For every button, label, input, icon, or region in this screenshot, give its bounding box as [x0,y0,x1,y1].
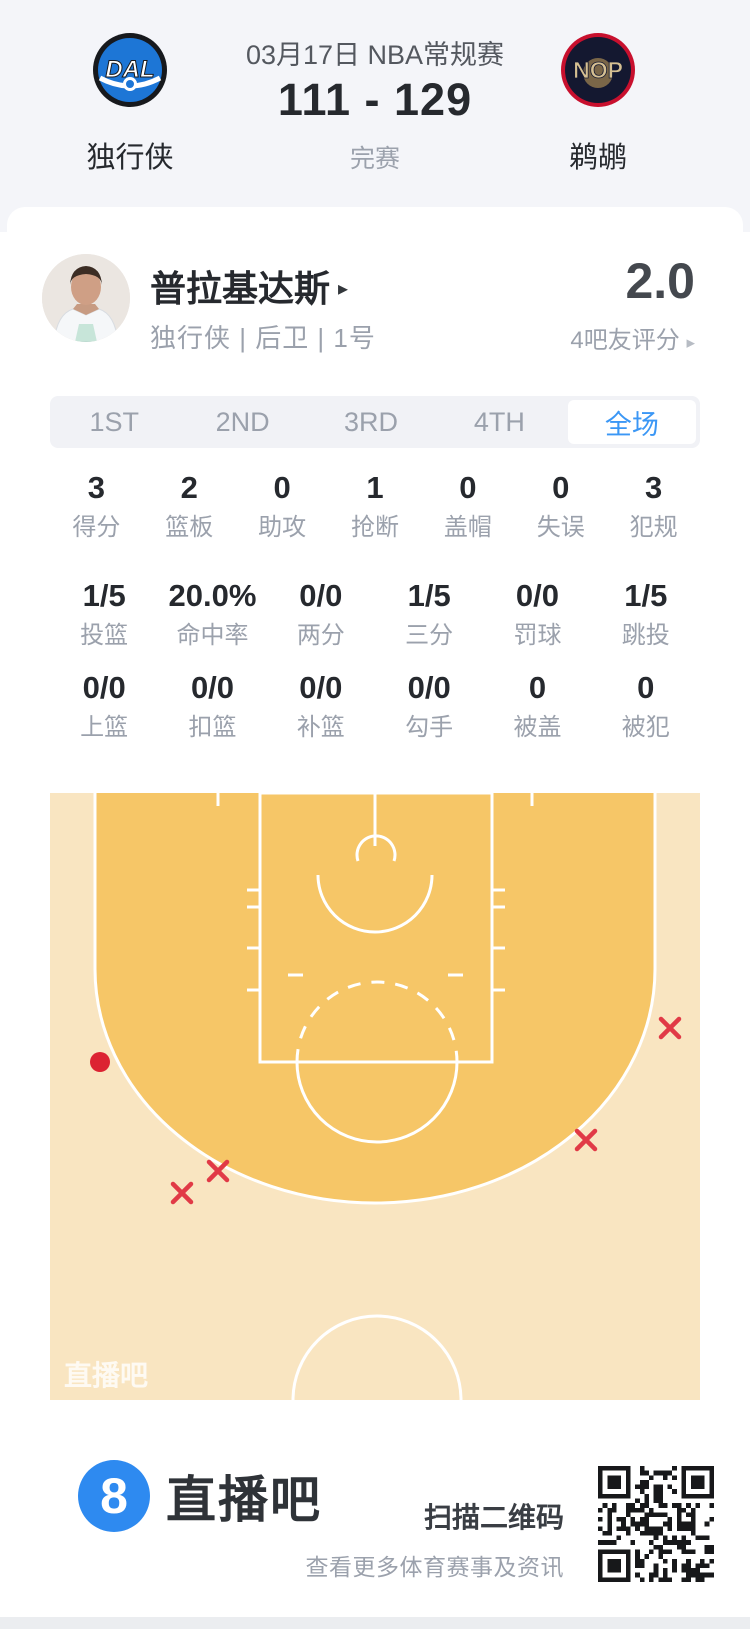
rating-label: 4吧友评分 [570,327,680,354]
player-meta: 独行侠 | 后卫 | 1号 [150,323,376,353]
tab-4th[interactable]: 4TH [473,406,525,437]
qr-title: 扫描二维码 [423,1502,564,1533]
tab-2nd[interactable]: 2ND [215,406,270,437]
expand-arrow-icon: ▸ [338,277,349,300]
free-throw-circle-bottom [295,1061,459,1144]
game-status: 完赛 [349,145,400,173]
restricted-arc [316,874,434,934]
bottom-strip [0,1617,750,1629]
stat-points: 3 得分 [72,470,121,541]
home-team-logo[interactable]: DAL [92,32,168,108]
center-circle [291,1314,463,1401]
away-team-logo[interactable]: NOP [560,32,636,108]
stat-dunk: 0/0 扣篮 [188,670,237,741]
player-rating: 2.0 [625,253,695,309]
stat-3pt: 1/5 三分 [405,578,454,649]
tab-1st[interactable]: 1ST [89,406,139,437]
stat-turnovers: 0 失误 [536,470,585,541]
rating-label-row[interactable]: 4吧友评分 ▸ [350,320,695,355]
stat-got-fouled: 0 被犯 [621,670,670,741]
tab-full-game[interactable]: 全场 [567,400,697,444]
missed-shot-marker [658,1016,682,1040]
svg-text:NOP: NOP [573,57,623,83]
stats-row-shot-types: 0/0 上篮 0/0 扣篮 0/0 补篮 0/0 勾手 0 被盖 0 被犯 [50,670,700,742]
stats-row-shooting: 1/5 投篮 20.0% 命中率 0/0 两分 1/5 三分 0/0 罚球 1/5 跳投 [50,578,700,650]
stat-hook: 0/0 勾手 [405,670,454,741]
made-shot-marker [90,1052,110,1072]
brand-name: 直播吧 [166,1472,322,1528]
stat-blocks: 0 盖帽 [443,470,492,541]
court-watermark: 直播吧 [64,1360,148,1391]
stat-2pt: 0/0 两分 [296,578,345,649]
stat-rebounds: 2 篮板 [165,470,214,541]
svg-text:DAL: DAL [105,56,154,83]
stat-steals: 1 抢断 [351,470,399,541]
stat-ft: 0/0 罚球 [513,578,562,649]
player-avatar[interactable] [42,254,130,342]
zhibo8-logo-icon: 8 [78,1460,150,1532]
shot-chart-court: 直播吧 [50,791,700,1401]
stat-jumpshot: 1/5 跳投 [621,578,670,649]
qr-subtitle: 查看更多体育赛事及资讯 [305,1554,564,1580]
missed-shot-marker [574,1128,598,1152]
app-brand: 8 直播吧 [78,1456,322,1536]
stat-fg: 1/5 投篮 [80,578,129,649]
stat-assists: 0 助攻 [258,470,307,541]
three-point-line [93,793,657,1205]
tab-3rd[interactable]: 3RD [344,406,399,437]
quarter-tabbar: 1ST 2ND 3RD 4TH 全场 [50,396,700,448]
player-name: 普拉基达斯 [150,268,331,309]
missed-shot-marker [170,1181,194,1205]
stat-fouls: 3 犯规 [629,470,678,541]
qr-code [598,1466,714,1582]
missed-shot-marker [206,1159,230,1183]
player-name-row[interactable]: 普拉基达斯 ▸ [150,260,348,312]
game-score: 111 - 129 [277,74,473,125]
free-throw-circle-top [295,980,459,1063]
shot-markers [90,1016,682,1205]
stat-putback: 0/0 补篮 [296,670,345,741]
qr-caption: 扫描二维码 查看更多体育赛事及资讯 [264,1496,565,1582]
home-team-name[interactable]: 独行侠 [86,142,174,174]
away-team-name[interactable]: 鹈鹕 [568,142,627,174]
stat-layup: 0/0 上篮 [80,670,129,741]
stats-row-main: 3 得分 2 篮板 0 助攻 1 抢断 0 盖帽 0 失误 3 犯规 [50,470,700,542]
stat-fg-pct: 20.0% 命中率 [168,578,257,649]
rating-arrow-icon: ▸ [686,333,695,352]
game-date: 03月17日 NBA常规赛 [245,40,505,70]
stat-got-blocked: 0 被盖 [513,670,562,741]
